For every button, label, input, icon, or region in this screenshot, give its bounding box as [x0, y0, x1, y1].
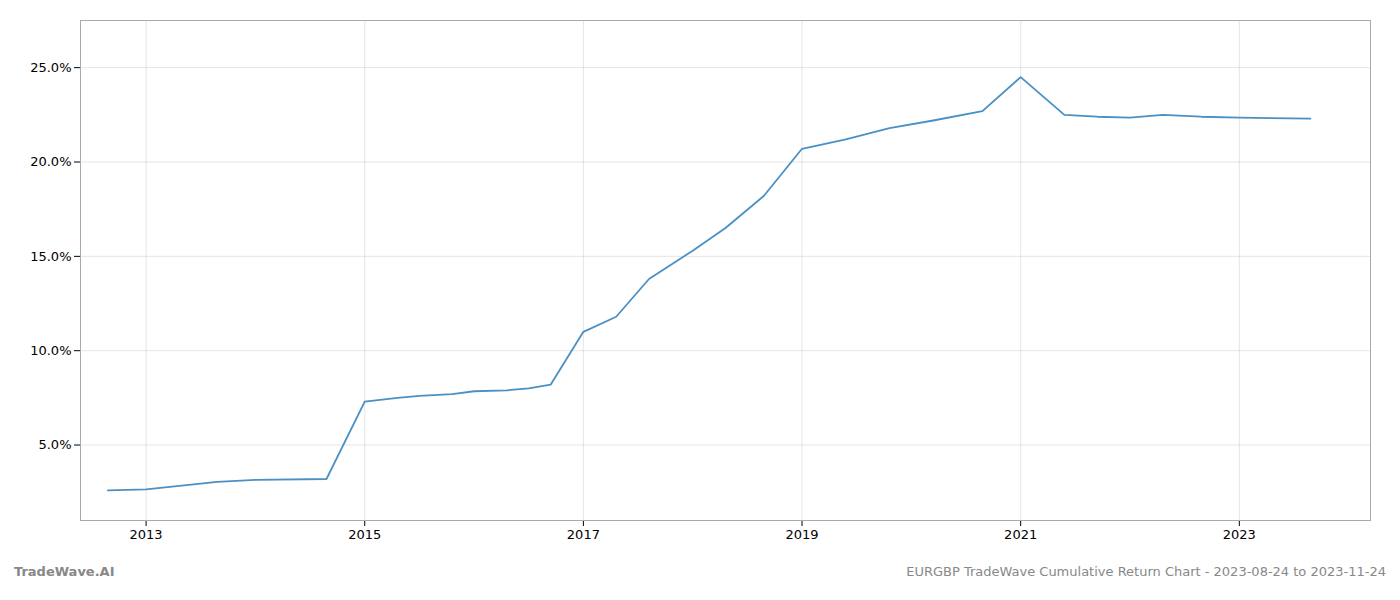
html-text:EURGBP TradeWave Cumulative Re: EURGBP TradeWave Cumulative Return Chart…	[906, 564, 1386, 579]
svg-text:2013: 2013	[130, 527, 163, 542]
html-text:TradeWave.AI: TradeWave.AI	[14, 564, 115, 579]
svg-text:2023: 2023	[1223, 527, 1256, 542]
svg-text:10.0%: 10.0%	[30, 343, 71, 358]
svg-text:15.0%: 15.0%	[30, 249, 71, 264]
svg-text:2021: 2021	[1004, 527, 1037, 542]
svg-text:20.0%: 20.0%	[30, 154, 71, 169]
svg-text:2019: 2019	[785, 527, 818, 542]
svg-text:2017: 2017	[567, 527, 600, 542]
svg-text:5.0%: 5.0%	[38, 437, 71, 452]
svg-text:25.0%: 25.0%	[30, 60, 71, 75]
svg-text:2015: 2015	[348, 527, 381, 542]
